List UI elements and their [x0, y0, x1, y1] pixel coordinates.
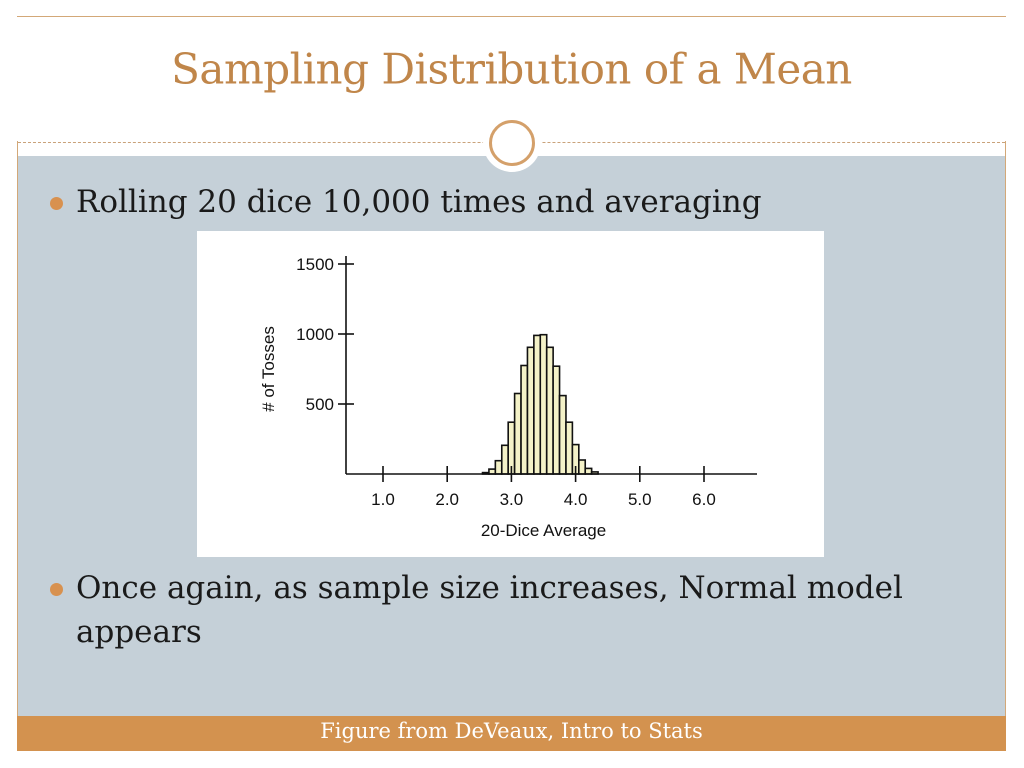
y-tick-label: 500: [306, 395, 334, 414]
bullet-text: Once again, as sample size increases, No…: [76, 570, 903, 650]
bullet-text: Rolling 20 dice 10,000 times and averagi…: [76, 184, 762, 220]
histogram-bar: [539, 333, 548, 475]
histogram-bar: [578, 459, 587, 475]
histogram-bar: [558, 394, 567, 475]
histogram-bar: [565, 421, 574, 475]
histogram-chart: 500 1000 1500 1.0 2.0 3.0 4.0 5.0 6.0 20-Dice Ave…: [197, 231, 824, 557]
x-tick-label: 6.0: [692, 490, 716, 509]
histogram-bar: [584, 467, 593, 475]
histogram-bar: [500, 444, 509, 475]
slide-title: Sampling Distribution of a Mean: [171, 44, 852, 94]
x-tick-label: 5.0: [628, 490, 652, 509]
x-tick-label: 1.0: [371, 490, 395, 509]
histogram-svg: 500 1000 1500 1.0 2.0 3.0 4.0 5.0 6.0 20-Dice Ave…: [259, 255, 757, 540]
x-tick-label: 4.0: [564, 490, 588, 509]
histogram-bar: [533, 334, 542, 475]
histogram-bar: [545, 346, 554, 475]
y-tick-label: 1500: [296, 255, 334, 274]
y-tick-label: 1000: [296, 325, 334, 344]
bullet-dot-icon: [50, 583, 63, 596]
histogram-bar: [494, 459, 503, 475]
footer-bar: Figure from DeVeaux, Intro to Stats: [17, 716, 1006, 751]
bullet-item: Once again, as sample size increases, No…: [50, 566, 970, 656]
x-tick-label: 3.0: [500, 490, 524, 509]
histogram-bar: [520, 364, 529, 475]
bullet-item: Rolling 20 dice 10,000 times and averagi…: [50, 180, 950, 224]
bullet-dot-icon: [50, 197, 63, 210]
footer-caption: Figure from DeVeaux, Intro to Stats: [320, 719, 703, 743]
x-tick-label: 2.0: [435, 490, 459, 509]
histogram-bar: [552, 365, 561, 475]
histogram-bar: [526, 346, 535, 475]
histogram-bar: [513, 392, 522, 475]
x-axis-label: 20-Dice Average: [481, 521, 606, 540]
y-axis-label: # of Tosses: [259, 326, 278, 412]
ornament-ring-icon: [489, 120, 535, 166]
